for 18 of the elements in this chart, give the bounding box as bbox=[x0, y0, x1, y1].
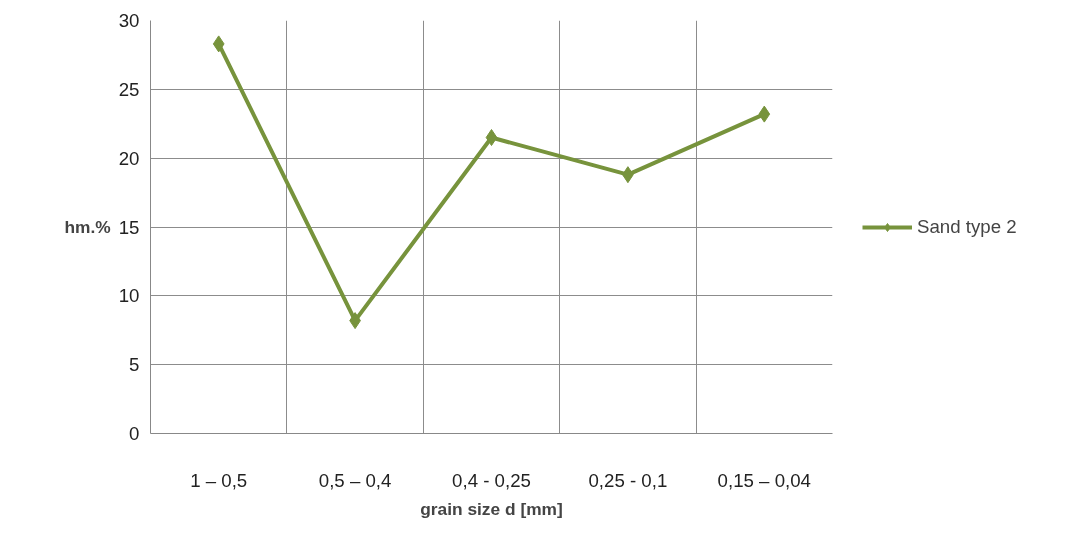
x-tick-label: 1 – 0,5 bbox=[190, 469, 248, 491]
y-tick-label: 10 bbox=[118, 285, 140, 307]
y-tick-label: 20 bbox=[118, 147, 140, 169]
x-axis-title: grain size d [mm] bbox=[420, 498, 563, 519]
point bbox=[212, 35, 225, 53]
x-tick-label: 0,4 - 0,25 bbox=[452, 469, 531, 491]
point bbox=[485, 129, 498, 147]
legend-label: Sand type 2 bbox=[917, 215, 1017, 238]
x-tick-label: 0,15 – 0,04 bbox=[717, 469, 811, 491]
y-tick-label: 15 bbox=[118, 216, 140, 238]
y-tick-label: 30 bbox=[118, 10, 140, 31]
point bbox=[758, 105, 771, 123]
y-axis-title: hm.% bbox=[64, 217, 111, 237]
x-tick-label: 0,5 – 0,4 bbox=[318, 469, 392, 491]
x-tick-label: 0,25 - 0,1 bbox=[588, 469, 668, 491]
y-tick-label: 5 bbox=[129, 354, 140, 376]
y-tick-label: 0 bbox=[129, 423, 140, 444]
y-tick-label: 25 bbox=[118, 78, 140, 100]
